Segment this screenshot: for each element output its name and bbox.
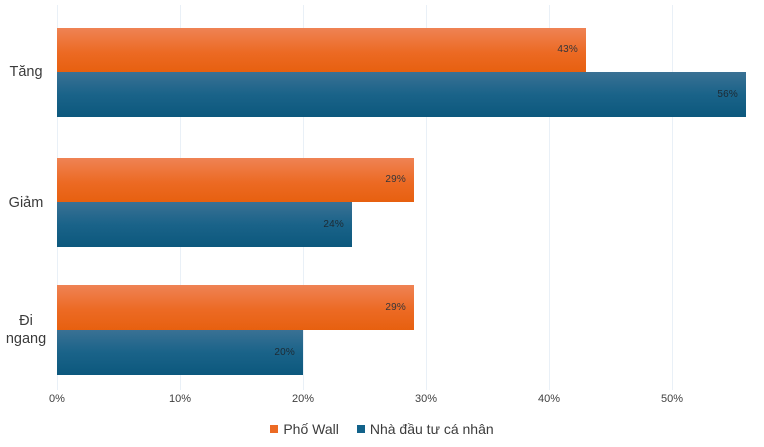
category-label-di-ngang: Đi ngang — [0, 312, 52, 348]
bar-value-label: 56% — [717, 88, 738, 100]
bar-tang-nha-dau-tu-ca-nhan[interactable]: 56% — [57, 72, 746, 117]
bar-di-ngang-pho-wall[interactable]: 29% — [57, 285, 414, 330]
category-label-tang: Tăng — [0, 63, 52, 81]
x-axis: 0% 10% 20% 30% 40% 50% — [0, 392, 764, 414]
category-label-line: Giảm — [8, 195, 44, 211]
legend-label: Phố Wall — [283, 421, 339, 437]
bar-value-label: 29% — [385, 174, 406, 185]
legend: Phố Wall Nhà đầu tư cá nhân — [0, 420, 764, 438]
legend-swatch-icon — [270, 425, 279, 433]
bar-value-label: 24% — [323, 218, 344, 230]
bar-giam-nha-dau-tu-ca-nhan[interactable]: 24% — [57, 202, 352, 247]
category-label-line: Tăng — [9, 64, 43, 80]
bar-tang-pho-wall[interactable]: 43% — [57, 28, 586, 72]
legend-item-nha-dau-tu-ca-nhan[interactable]: Nhà đầu tư cá nhân — [356, 420, 494, 438]
bar-value-label: 43% — [557, 44, 578, 55]
bar-value-label: 29% — [385, 301, 406, 313]
x-tick-0: 0% — [49, 393, 65, 405]
category-label-line: ngang — [5, 331, 47, 347]
x-tick-50: 50% — [660, 393, 684, 405]
category-label-giam: Giảm — [0, 194, 52, 212]
x-tick-40: 40% — [537, 393, 561, 405]
gridline-30 — [426, 5, 427, 390]
plot-area: 43% 56% 29% 24% 29% 20% — [57, 5, 750, 390]
gridline-50 — [672, 5, 673, 390]
legend-label: Nhà đầu tư cá nhân — [369, 421, 494, 437]
legend-swatch-icon — [356, 425, 365, 433]
bar-giam-pho-wall[interactable]: 29% — [57, 158, 414, 202]
gridline-40 — [549, 5, 550, 390]
x-tick-20: 20% — [291, 393, 315, 405]
bar-value-label: 20% — [274, 346, 295, 358]
x-tick-30: 30% — [414, 393, 438, 405]
bar-di-ngang-nha-dau-tu-ca-nhan[interactable]: 20% — [57, 330, 303, 375]
x-tick-10: 10% — [168, 393, 192, 405]
legend-item-pho-wall[interactable]: Phố Wall — [270, 420, 339, 438]
category-label-line: Đi — [19, 313, 33, 329]
